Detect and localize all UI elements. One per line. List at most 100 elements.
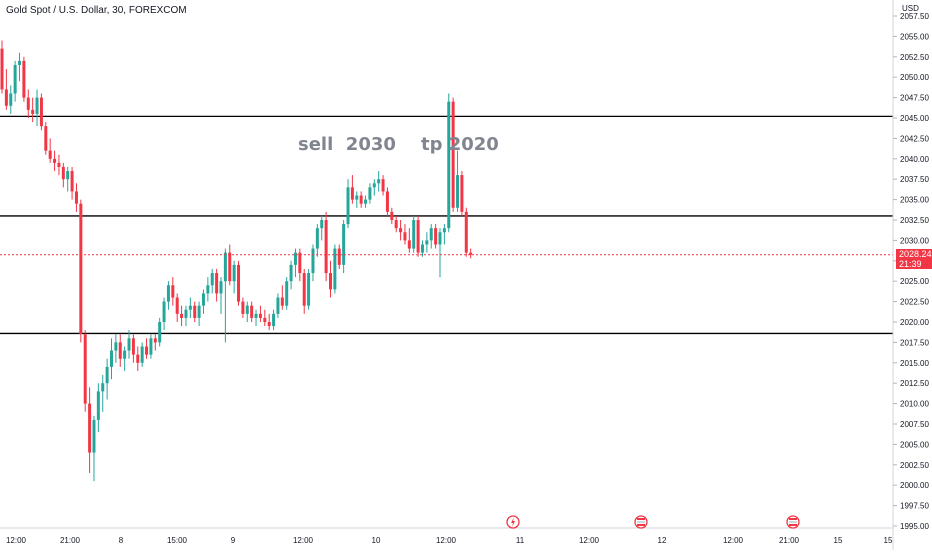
candle-body (114, 342, 118, 351)
candle-body (302, 273, 306, 306)
candle (372, 179, 376, 196)
candles (0, 40, 473, 482)
candle-body (61, 166, 65, 180)
candle (407, 228, 411, 253)
candle (140, 342, 144, 367)
candle-body (66, 171, 70, 180)
candle-body (18, 60, 22, 65)
candle (285, 277, 289, 310)
candle-body (429, 228, 433, 241)
candle-body (285, 281, 289, 306)
candle (193, 301, 197, 322)
candle-body (237, 264, 241, 302)
candle-body (223, 252, 227, 282)
y-tick-label: 2005.00 (900, 440, 929, 449)
candle (9, 85, 13, 114)
candle (298, 248, 302, 282)
candle (442, 224, 446, 245)
candle (320, 215, 324, 241)
candle (346, 179, 350, 229)
candle-body (31, 109, 35, 114)
candle-body (333, 248, 337, 290)
candle (127, 330, 131, 359)
candle (66, 166, 70, 192)
candle (272, 309, 276, 331)
candle (377, 171, 381, 192)
us-flag-event-icon[interactable] (634, 515, 648, 529)
candle-body (469, 252, 473, 255)
y-tick-label: 2022.50 (900, 298, 929, 307)
candle (114, 334, 118, 363)
candle-body (4, 89, 8, 106)
candle-body (210, 273, 214, 286)
x-tick-label: 10 (372, 536, 381, 545)
candle (237, 260, 241, 306)
candle-body (434, 228, 438, 245)
candle (447, 93, 451, 233)
candle-body (136, 354, 140, 363)
candle-body (92, 419, 96, 453)
candle-body (298, 252, 302, 274)
candle (48, 138, 52, 163)
lightning-event-icon[interactable] (506, 515, 520, 529)
candle (342, 220, 346, 274)
candle-body (359, 195, 363, 204)
candle (245, 301, 249, 322)
candle (18, 52, 22, 82)
candle (219, 277, 223, 314)
candle-body (399, 228, 403, 233)
candle-body (381, 179, 385, 192)
y-tick-label: 2000.00 (900, 481, 929, 490)
candle-body (232, 264, 236, 282)
y-tick-label: 1995.00 (900, 522, 929, 531)
candle (241, 297, 245, 318)
us-flag-event-icon[interactable] (786, 515, 800, 529)
candle-body (267, 322, 271, 327)
y-tick-label: 2025.00 (900, 277, 929, 286)
candle (223, 248, 227, 343)
candle-body (420, 244, 424, 253)
candle (315, 224, 319, 257)
candle-body (184, 309, 188, 318)
candle-body (250, 305, 254, 318)
candle-body (412, 220, 416, 249)
candle (420, 240, 424, 257)
candle (39, 93, 43, 131)
candle-body (438, 232, 442, 245)
candle (385, 187, 389, 216)
y-tick-label: 2017.50 (900, 338, 929, 347)
candle-body (346, 187, 350, 225)
candle-body (329, 273, 332, 290)
candle-body (197, 305, 201, 318)
candle (57, 154, 61, 176)
candle-body (13, 64, 17, 94)
candle (337, 244, 341, 269)
candle (399, 220, 403, 241)
x-tick-label: 21:00 (60, 536, 81, 545)
x-tick-label: 12:00 (6, 536, 27, 545)
candle (88, 387, 92, 473)
candle-body (245, 305, 249, 314)
candle-body (180, 313, 184, 318)
candle-body (276, 297, 280, 314)
candle-body (127, 338, 131, 351)
candle-body (9, 93, 13, 106)
candle (451, 97, 455, 212)
y-tick-label: 2040.00 (900, 155, 929, 164)
candle-body (39, 97, 43, 127)
y-tick-label: 2012.50 (900, 379, 929, 388)
candle (469, 248, 473, 259)
candle (232, 260, 236, 294)
candle-body (188, 305, 192, 310)
candle-body (193, 305, 197, 318)
candle-body (416, 220, 420, 253)
y-tick-label: 2045.00 (900, 114, 929, 123)
candle (31, 97, 35, 123)
candle-body (315, 228, 319, 249)
candle-body (289, 264, 293, 282)
candle (184, 305, 188, 327)
candle (101, 375, 105, 412)
